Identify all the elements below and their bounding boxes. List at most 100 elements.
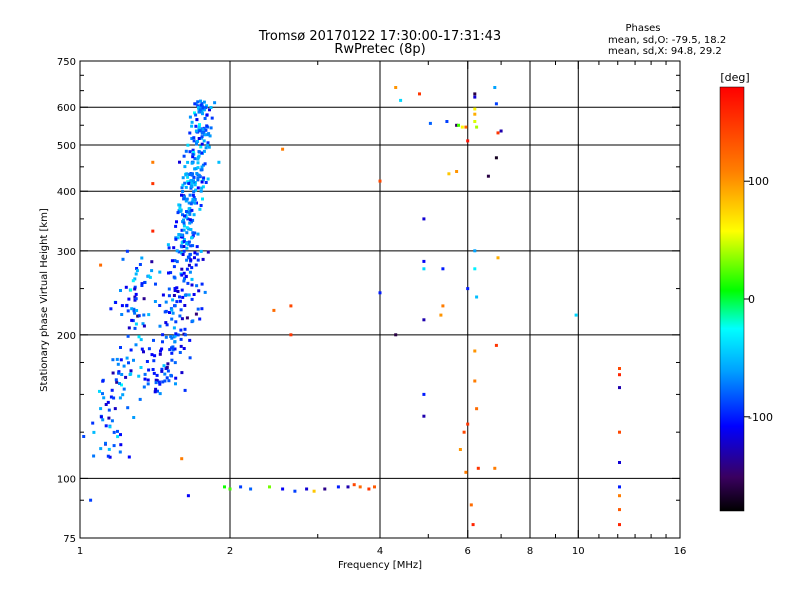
- data-point: [439, 313, 443, 317]
- data-point: [192, 139, 196, 143]
- data-point: [177, 203, 181, 207]
- data-point: [140, 347, 144, 351]
- data-point: [199, 204, 203, 207]
- data-point: [205, 113, 209, 117]
- data-point: [193, 256, 196, 260]
- data-point: [210, 116, 214, 120]
- data-point: [153, 390, 157, 394]
- data-point: [201, 185, 205, 189]
- data-point: [112, 430, 116, 434]
- data-point: [191, 148, 195, 152]
- data-point: [124, 285, 128, 289]
- x-axis-label: Frequency [MHz]: [338, 560, 422, 571]
- data-point: [441, 267, 445, 271]
- data-point: [174, 320, 178, 324]
- data-point: [181, 213, 184, 217]
- data-point: [191, 155, 195, 159]
- data-point: [121, 257, 125, 261]
- data-point: [494, 156, 498, 160]
- data-point: [183, 277, 186, 281]
- data-point: [194, 129, 198, 133]
- data-point: [182, 347, 186, 350]
- data-point: [618, 494, 621, 498]
- data-point: [175, 249, 179, 253]
- data-point: [473, 349, 477, 353]
- data-point: [180, 457, 184, 461]
- data-point: [154, 387, 158, 391]
- data-point: [194, 263, 198, 267]
- data-point: [185, 316, 189, 320]
- data-point: [473, 92, 477, 96]
- data-point: [466, 422, 470, 426]
- data-point: [336, 485, 340, 489]
- data-point: [120, 304, 124, 308]
- data-point: [188, 115, 192, 119]
- data-point: [475, 125, 479, 129]
- data-point: [134, 292, 138, 296]
- data-point: [173, 304, 177, 308]
- data-point: [125, 356, 129, 360]
- data-point: [172, 326, 176, 330]
- data-point: [198, 150, 202, 154]
- data-point: [158, 392, 162, 396]
- data-point: [119, 443, 123, 447]
- data-point: [196, 155, 200, 159]
- data-point: [494, 102, 498, 106]
- data-point: [193, 201, 197, 205]
- data-point: [192, 190, 196, 194]
- data-point: [150, 353, 154, 357]
- data-point: [187, 256, 191, 260]
- data-point: [180, 186, 184, 190]
- data-point: [471, 523, 475, 527]
- data-point: [618, 373, 621, 377]
- data-point: [125, 249, 129, 253]
- data-point: [132, 416, 136, 419]
- data-point: [202, 149, 206, 153]
- data-point: [119, 289, 122, 292]
- data-point: [192, 136, 196, 140]
- data-point: [201, 178, 205, 182]
- data-point: [574, 313, 578, 317]
- data-point: [197, 173, 201, 177]
- data-point: [464, 125, 468, 129]
- data-point: [89, 498, 93, 502]
- data-point: [174, 237, 178, 241]
- data-point: [202, 100, 206, 104]
- data-point: [150, 269, 154, 273]
- phase-stats-x: mean, sd,X: 94.8, 29.2: [608, 46, 722, 57]
- data-point: [289, 304, 293, 308]
- data-point: [183, 165, 187, 169]
- data-point: [202, 126, 206, 130]
- data-point: [164, 300, 168, 304]
- data-point: [112, 444, 116, 448]
- data-point: [116, 362, 120, 366]
- data-point: [161, 340, 164, 344]
- data-point: [119, 433, 122, 437]
- data-point: [176, 333, 180, 337]
- data-point: [135, 267, 139, 270]
- axis-ticks: 1 2 4 6 8 10 16 75 100 200 300 400 500 600 750: [57, 57, 686, 557]
- data-point: [198, 129, 202, 133]
- data-point: [188, 253, 192, 257]
- data-point: [618, 461, 621, 464]
- data-point: [187, 240, 191, 244]
- data-point: [473, 112, 477, 116]
- data-point: [185, 210, 188, 213]
- data-point: [110, 419, 114, 423]
- data-point: [151, 229, 155, 233]
- data-point: [187, 207, 191, 211]
- data-point: [121, 393, 125, 397]
- data-point: [200, 151, 204, 155]
- data-point: [126, 406, 130, 410]
- data-point: [193, 251, 197, 255]
- chart-title: Tromsø 20170122 17:30:00-17:31:43: [258, 29, 501, 44]
- data-point: [197, 110, 201, 114]
- data-point: [422, 267, 426, 271]
- data-point: [143, 377, 147, 381]
- data-point: [201, 257, 205, 261]
- data-point: [133, 326, 137, 330]
- colorbar-tick-label: -100: [748, 411, 773, 424]
- data-point: [173, 287, 177, 290]
- data-point: [207, 145, 211, 149]
- data-point: [178, 299, 182, 303]
